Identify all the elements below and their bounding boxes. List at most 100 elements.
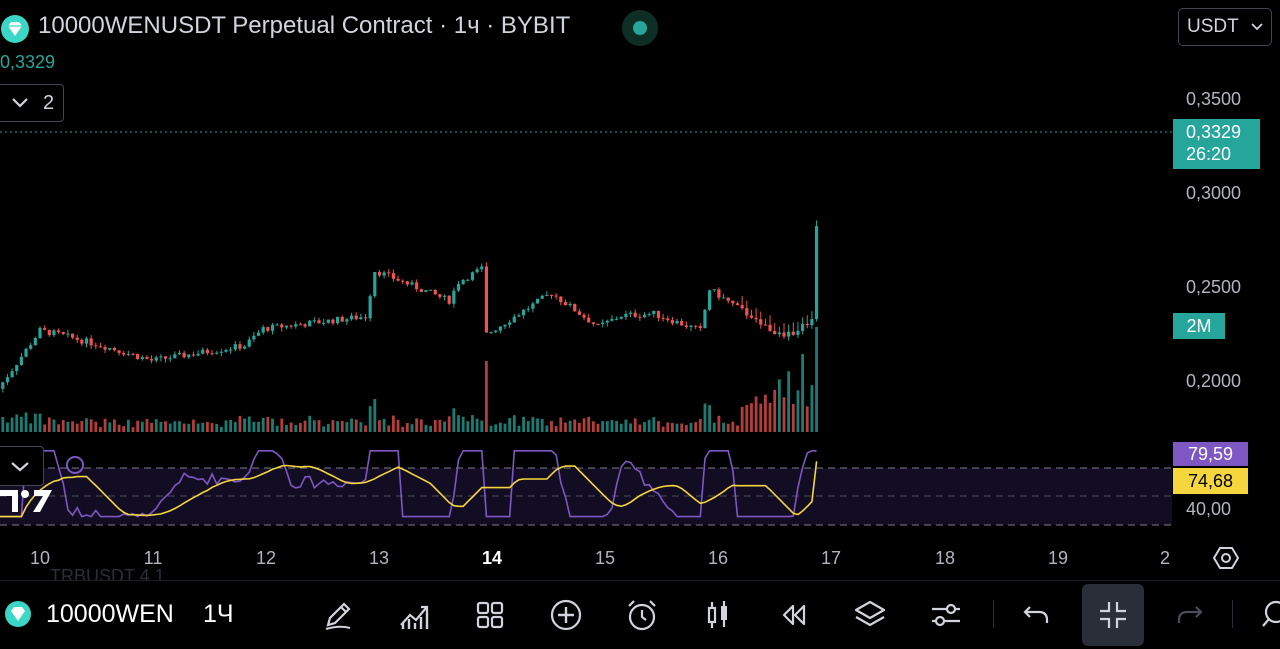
volume-bar [485, 360, 488, 432]
object-tree-button[interactable] [849, 594, 891, 636]
candle [619, 316, 623, 319]
candle [503, 324, 507, 327]
currency-select[interactable]: USDT [1178, 8, 1272, 46]
chart-settings-icon[interactable] [1213, 545, 1239, 571]
candle [24, 348, 28, 357]
volume-bar [219, 426, 223, 432]
volume-bar [471, 415, 474, 432]
candle [205, 349, 209, 354]
volume-bar [498, 422, 502, 432]
draw-tool-button[interactable] [317, 594, 359, 636]
candle [98, 346, 103, 348]
candle [215, 352, 219, 354]
volume-bar [680, 423, 684, 432]
candle [801, 323, 805, 331]
volume-bar [303, 420, 307, 432]
alert-button[interactable] [621, 594, 663, 636]
candle [187, 354, 191, 358]
volume-bar [196, 423, 200, 432]
price-axis-label: 0,3500 [1186, 89, 1242, 109]
time-axis-label: 10 [29, 548, 51, 568]
replay-button[interactable] [773, 594, 815, 636]
volume-bar [145, 419, 149, 432]
candle [19, 356, 23, 365]
exit-fullscreen-button[interactable] [1082, 584, 1144, 646]
candle [354, 315, 358, 320]
volume-bar [275, 425, 279, 432]
candle [382, 272, 386, 276]
candle [298, 324, 302, 326]
candle [308, 320, 312, 327]
volume-bar [489, 425, 493, 432]
candle [312, 320, 316, 322]
candle [777, 332, 781, 335]
volume-bar [20, 416, 23, 432]
volume-bar [24, 412, 28, 432]
volume-bar [745, 405, 749, 432]
volume-bar [396, 419, 400, 432]
candle [163, 356, 168, 359]
candle [442, 295, 447, 297]
add-button[interactable] [545, 594, 587, 636]
candle [159, 356, 163, 358]
candle [680, 320, 684, 326]
indicators-toggle-button[interactable]: 2 [0, 84, 64, 122]
candle [405, 281, 409, 285]
volume-bar [71, 421, 74, 432]
rsi-pane-toggle-button[interactable] [0, 446, 44, 486]
candle [322, 322, 326, 324]
market-status-indicator[interactable] [622, 10, 658, 46]
candle [508, 322, 512, 325]
undo-button[interactable] [1015, 594, 1057, 636]
candle [540, 295, 544, 299]
volume-bar [289, 422, 293, 432]
volume-bar [336, 421, 339, 432]
indicators-button[interactable] [393, 594, 435, 636]
volume-bar [345, 422, 349, 432]
indicators-count: 2 [43, 91, 55, 114]
chart-title[interactable]: 10000WENUSDT Perpetual Contract · 1ч · B… [38, 12, 571, 39]
candle [735, 303, 740, 306]
chart-type-button[interactable] [697, 594, 739, 636]
volume-bar [601, 421, 605, 432]
volume-bar [108, 422, 112, 432]
candle [117, 350, 121, 353]
candle [154, 357, 158, 361]
layout-button[interactable] [469, 594, 511, 636]
volume-bar [564, 422, 567, 432]
volume-bar [722, 422, 725, 432]
candle [122, 352, 126, 355]
candle [791, 331, 795, 335]
volume-bar [89, 419, 93, 432]
candle [568, 303, 572, 306]
volume-bar [587, 416, 591, 432]
volume-bar [610, 420, 614, 432]
redo-button[interactable] [1169, 594, 1211, 636]
interval-button[interactable]: 1Ч [203, 600, 234, 628]
candle [410, 282, 414, 285]
candle [694, 325, 698, 327]
volume-bar [754, 396, 758, 432]
volume-bar [466, 421, 470, 432]
chart-properties-button[interactable] [925, 594, 967, 636]
candle [712, 289, 716, 291]
candle [52, 330, 56, 336]
candle [522, 309, 526, 316]
volume-bar [94, 421, 98, 432]
candle [708, 290, 712, 310]
layers-icon [854, 600, 886, 627]
candle [517, 315, 521, 317]
candle [554, 295, 558, 297]
replay-icon [782, 604, 806, 626]
candle [396, 278, 400, 281]
volume-bar [540, 418, 544, 432]
volume-bar [99, 427, 102, 432]
search-icon[interactable] [1262, 598, 1280, 632]
candle [494, 330, 498, 333]
volume-bar [759, 403, 763, 432]
volume-bar [712, 422, 716, 432]
bottom-symbol-button[interactable]: 10000WEN [46, 600, 174, 628]
candle [373, 271, 377, 297]
price-chart[interactable] [0, 0, 1172, 580]
candle [108, 347, 112, 350]
